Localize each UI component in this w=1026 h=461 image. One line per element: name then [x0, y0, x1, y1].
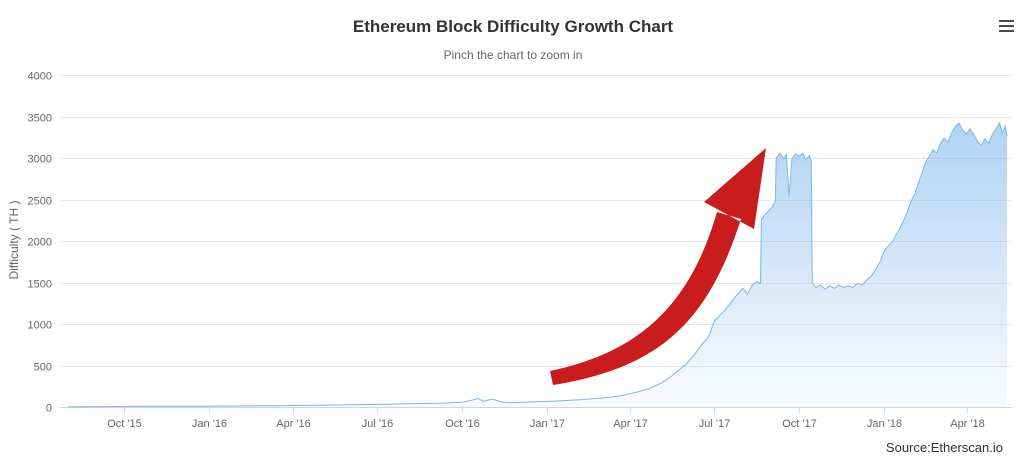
svg-text:Oct '15: Oct '15 [107, 418, 142, 430]
svg-text:4000: 4000 [28, 71, 52, 83]
growth-arrow-annotation [550, 148, 766, 385]
source-credit: Source:Etherscan.io [885, 440, 1003, 455]
svg-text:2500: 2500 [28, 196, 52, 208]
svg-text:Apr '18: Apr '18 [950, 418, 985, 430]
svg-text:Jan '18: Jan '18 [867, 418, 902, 430]
svg-text:3500: 3500 [28, 113, 52, 125]
y-axis-labels: 0 500 1000 1500 2000 2500 3000 3500 4000 [28, 71, 52, 415]
chart-title: Ethereum Block Difficulty Growth Chart [352, 17, 674, 36]
svg-text:Jan '17: Jan '17 [530, 418, 565, 430]
svg-text:Jul '16: Jul '16 [362, 418, 393, 430]
svg-text:Oct '16: Oct '16 [445, 418, 480, 430]
svg-text:Oct '17: Oct '17 [782, 418, 817, 430]
svg-text:Apr '17: Apr '17 [613, 418, 648, 430]
chart-subtitle: Pinch the chart to zoom in [443, 48, 583, 62]
svg-text:2000: 2000 [28, 237, 52, 249]
chart-context-menu-button[interactable] [994, 14, 1020, 38]
hamburger-icon [999, 20, 1015, 32]
svg-text:1500: 1500 [28, 279, 52, 291]
svg-text:Apr '16: Apr '16 [276, 418, 311, 430]
svg-text:500: 500 [34, 362, 52, 374]
x-axis-ticks [124, 407, 968, 413]
series-line [67, 121, 1008, 408]
svg-text:0: 0 [46, 403, 52, 415]
x-axis-labels: Oct '15 Jan '16 Apr '16 Jul '16 Oct '16 Jan '… [107, 418, 985, 430]
svg-text:3000: 3000 [28, 154, 52, 166]
series-area [68, 123, 1007, 407]
svg-text:1000: 1000 [28, 320, 52, 332]
svg-text:Jul '17: Jul '17 [699, 418, 730, 430]
svg-text:Jan '16: Jan '16 [192, 418, 227, 430]
